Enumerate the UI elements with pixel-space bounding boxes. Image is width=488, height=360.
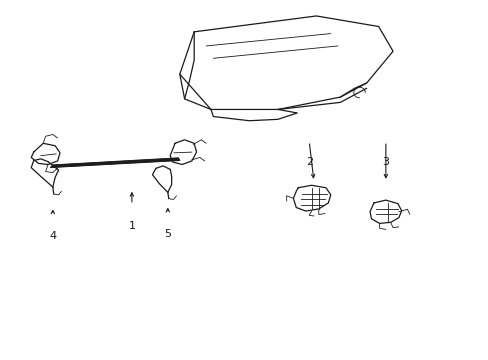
Text: 1: 1 xyxy=(128,221,135,230)
Text: 5: 5 xyxy=(164,229,171,239)
Text: 2: 2 xyxy=(305,157,312,167)
Text: 4: 4 xyxy=(49,231,56,241)
Text: 3: 3 xyxy=(382,157,388,167)
